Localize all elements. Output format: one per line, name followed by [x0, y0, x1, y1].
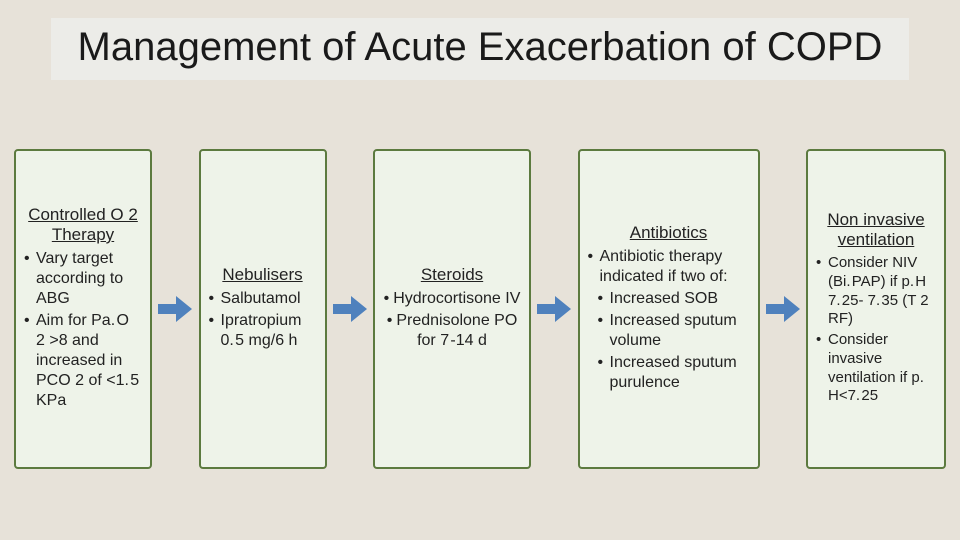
card-list: SalbutamolIpratropium 0. 5 mg/6 h: [209, 289, 317, 353]
arrow-icon: [333, 296, 367, 322]
card-title: Nebulisers: [209, 265, 317, 285]
flow-row: Controlled O 2 TherapyVary target accord…: [14, 98, 946, 520]
arrow-icon: [158, 296, 192, 322]
flow-card: Nebulisers SalbutamolIpratropium 0. 5 mg/…: [199, 149, 327, 469]
card-list-item: Salbutamol: [209, 289, 317, 309]
card-list-item: Hydrocortisone IV: [383, 289, 521, 309]
card-title: Antibiotics: [588, 223, 750, 243]
card-title: Controlled O 2 Therapy: [24, 205, 142, 245]
flow-card: Controlled O 2 TherapyVary target accord…: [14, 149, 152, 469]
card-list-item: Consider NIV (Bi. PAP) if p. H 7. 25- 7.…: [816, 254, 936, 329]
card-list-item: Ipratropium 0. 5 mg/6 h: [209, 311, 317, 351]
card-list: Consider NIV (Bi. PAP) if p. H 7. 25- 7.…: [816, 254, 936, 408]
arrow-icon: [766, 296, 800, 322]
card-list: Antibiotic therapy indicated if two of:I…: [588, 247, 750, 395]
card-list-item: Antibiotic therapy indicated if two of:: [588, 247, 750, 287]
card-title: Non invasive ventilation: [816, 210, 936, 250]
card-list-item: Vary target according to ABG: [24, 249, 142, 309]
flow-card: Non invasive ventilationConsider NIV (Bi…: [806, 149, 946, 469]
flow-card: Antibiotics Antibiotic therapy indicated …: [578, 149, 760, 469]
card-list: Hydrocortisone IVPrednisolone PO for 7 -…: [383, 289, 521, 353]
card-list-item: Increased SOB: [588, 289, 750, 309]
card-list-item: Aim for Pa. O 2 >8 and increased in PCO …: [24, 311, 142, 411]
slide: Management of Acute Exacerbation of COPD…: [0, 0, 960, 540]
flow-card: Steroids Hydrocortisone IVPrednisolone PO…: [373, 149, 531, 469]
card-list-item: Prednisolone PO for 7 -14 d: [383, 311, 521, 351]
card-list-item: Consider invasive ventilation if p. H<7.…: [816, 331, 936, 406]
card-list-item: Increased sputum purulence: [588, 353, 750, 393]
title-box: Management of Acute Exacerbation of COPD: [51, 18, 908, 80]
card-list-item: Increased sputum volume: [588, 311, 750, 351]
arrow-icon: [537, 296, 571, 322]
card-list: Vary target according to ABGAim for Pa. …: [24, 249, 142, 413]
card-title: Steroids: [383, 265, 521, 285]
slide-title: Management of Acute Exacerbation of COPD: [61, 24, 898, 70]
